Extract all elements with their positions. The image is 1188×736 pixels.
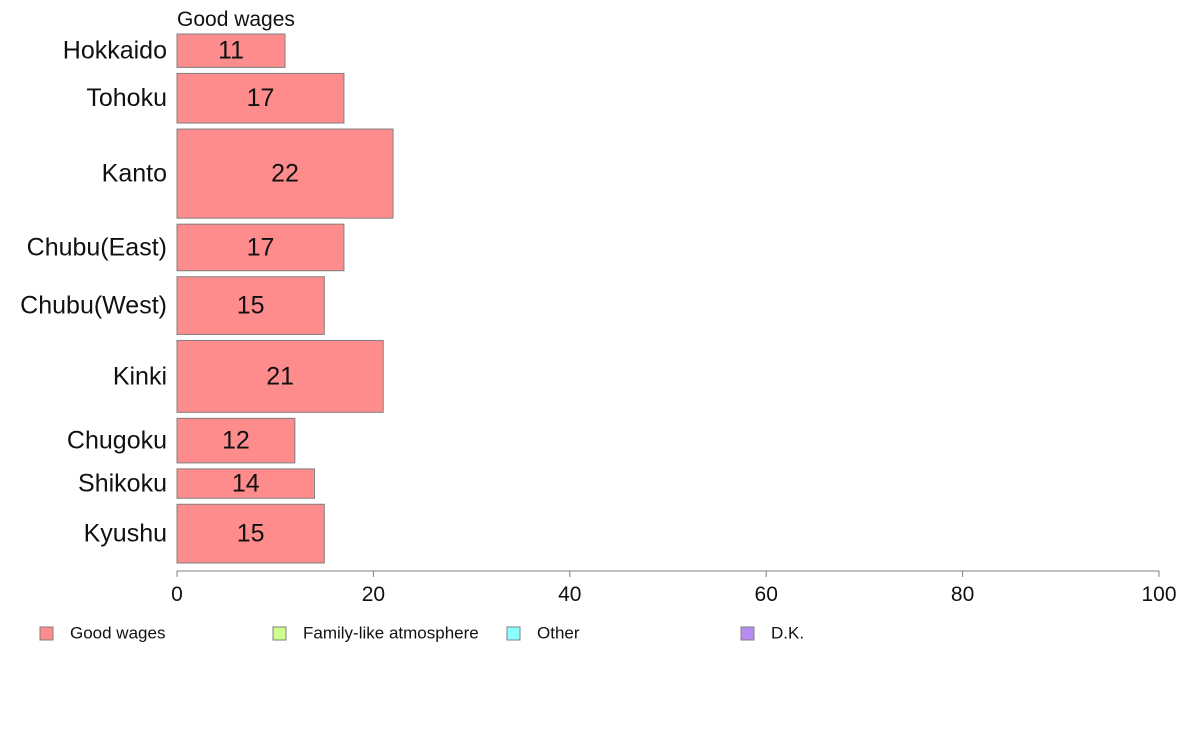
category-label: Tohoku: [86, 84, 167, 112]
legend-swatch: [506, 626, 521, 641]
bar-value-label: 12: [222, 427, 250, 455]
x-tick-label: 20: [362, 583, 385, 606]
x-tick-label: 60: [755, 583, 778, 606]
bar-kinki: [176, 339, 384, 413]
bar-value-label: 17: [247, 84, 275, 112]
legend-label: Other: [537, 624, 580, 643]
legend-swatch: [39, 626, 54, 641]
x-tick-label: 0: [171, 583, 183, 606]
category-label: Chugoku: [67, 427, 167, 455]
category-label: Chubu(East): [27, 233, 167, 261]
bar-value-label: 15: [237, 520, 265, 548]
x-tick-label: 40: [558, 583, 581, 606]
bar-value-label: 22: [271, 160, 299, 188]
bar-chugoku: [176, 417, 296, 464]
legend-label: Good wages: [70, 624, 165, 643]
category-labels: Hokkaido Tohoku Kanto Chubu(East) Chubu(West…: [20, 37, 167, 548]
x-tick-label: 80: [951, 583, 974, 606]
category-label: Shikoku: [78, 470, 167, 498]
bar-value-label: 14: [232, 470, 260, 498]
legend-swatch: [740, 626, 755, 641]
legend: Good wages Family-like atmosphere Other D.K…: [39, 624, 804, 643]
x-axis: 0 20 40 60 80 100: [171, 570, 1177, 606]
bar-chubu-west-: [176, 276, 325, 335]
bar-value-label: 17: [247, 233, 275, 261]
category-label: Kyushu: [84, 520, 167, 548]
bar-tohoku: [176, 72, 345, 124]
category-label: Kanto: [102, 160, 167, 188]
bar-hokkaido: [176, 33, 286, 68]
bar-value-label: 15: [237, 292, 265, 320]
panel-title: Good wages: [177, 8, 295, 31]
category-label: Hokkaido: [63, 37, 167, 65]
category-label: Kinki: [113, 362, 167, 390]
bar-chubu-east-: [176, 223, 345, 272]
bar-kanto: [176, 128, 394, 219]
category-label: Chubu(West): [20, 292, 167, 320]
bar-value-label: 21: [266, 362, 294, 390]
bar-shikoku: [176, 468, 315, 499]
legend-label: D.K.: [771, 624, 804, 643]
bar-kyushu: [176, 503, 325, 564]
legend-label: Family-like atmosphere: [303, 624, 479, 643]
legend-swatch: [272, 626, 287, 641]
x-tick-label: 100: [1141, 583, 1176, 606]
bar-value-label: 11: [218, 37, 244, 65]
